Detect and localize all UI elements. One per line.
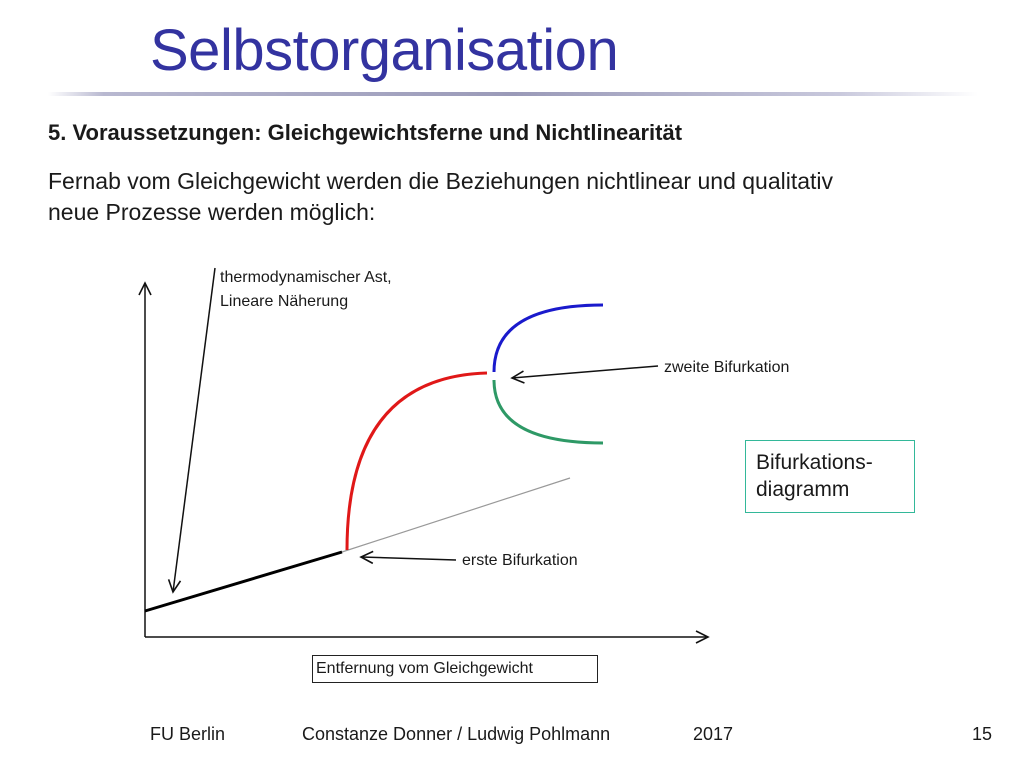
- slide-title: Selbstorganisation: [150, 18, 619, 83]
- thermodynamic-branch: [144, 550, 343, 613]
- upper-second-branch: [492, 303, 604, 373]
- footer-institution: FU Berlin: [150, 724, 226, 744]
- section-heading: 5. Voraussetzungen: Gleichgewichtsferne …: [48, 120, 683, 145]
- thermo-annotation-arrow: [167, 267, 216, 594]
- thermo-annotation-line1: thermodynamischer Ast,: [220, 269, 392, 286]
- second-bifurcation-label: zweite Bifurkation: [664, 359, 789, 376]
- second-bifurcation-arrow: [510, 365, 659, 384]
- footer-page-number: 15: [972, 724, 993, 744]
- diagram-legend-box: Bifurkations- diagramm: [745, 440, 915, 513]
- legend-line2: diagramm: [756, 478, 850, 501]
- body-text: Fernab vom Gleichgewicht werden die Bezi…: [48, 168, 834, 225]
- thermo-annotation-line2: Lineare Näherung: [220, 293, 348, 310]
- extension-line: [341, 477, 571, 553]
- first-bifurcation-arrow: [359, 550, 457, 565]
- footer-authors: Constanze Donner / Ludwig Pohlmann: [302, 724, 611, 744]
- lower-second-branch: [492, 379, 604, 445]
- title-underline: [48, 92, 978, 96]
- first-bifurcation-label: erste Bifurkation: [462, 552, 578, 569]
- legend-line1: Bifurkations-: [756, 451, 873, 474]
- x-axis-label: Entfernung vom Gleichgewicht: [312, 655, 598, 683]
- footer-year: 2017: [693, 724, 734, 744]
- first-bifurcation-branch: [345, 371, 488, 551]
